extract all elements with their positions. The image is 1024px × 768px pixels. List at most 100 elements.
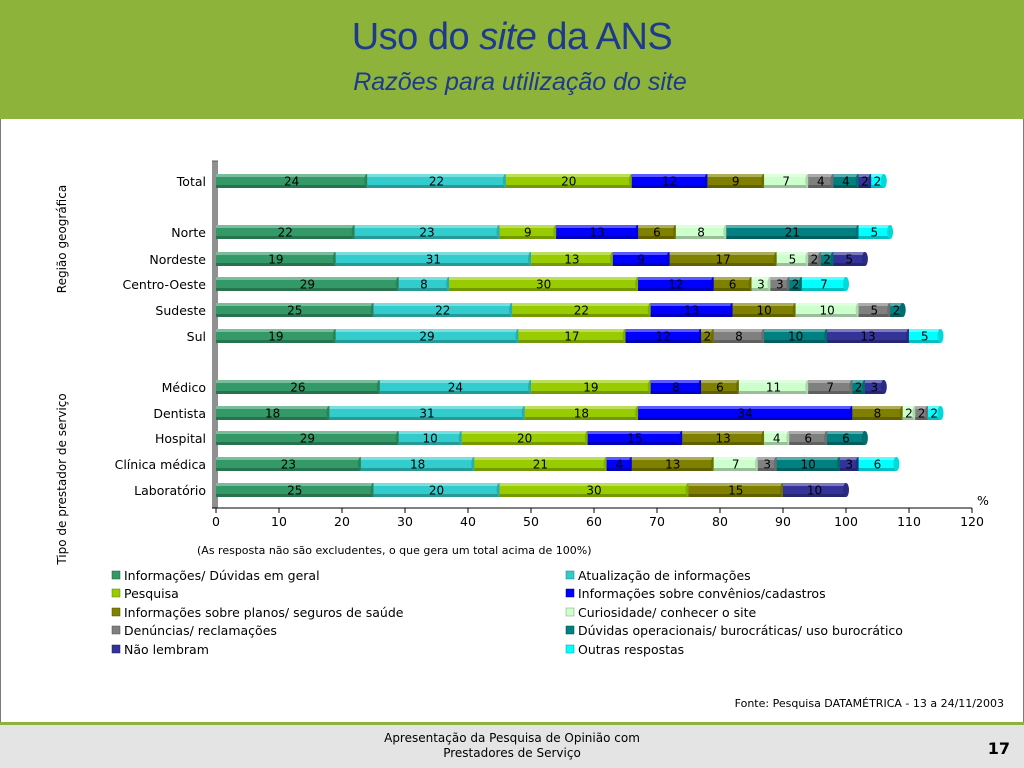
bar-segment-total-5: 9 [707, 174, 768, 189]
bar-segment-nordeste-3: 13 [531, 252, 616, 267]
x-tick-label: 110 [897, 514, 921, 529]
legend-label: Dúvidas operacionais/ burocráticas/ uso … [578, 623, 903, 638]
bar-highlight [335, 329, 519, 332]
bar-highlight [474, 457, 607, 460]
bar-shadow [216, 417, 330, 420]
bar-shadow [367, 185, 506, 188]
page-number: 17 [987, 739, 1010, 758]
bar-highlight [915, 406, 928, 409]
bar-highlight [518, 329, 626, 332]
bar-body [757, 457, 777, 471]
bar-segment-sul-8: 10 [764, 329, 831, 344]
bar-segment-sudeste-2: 22 [373, 303, 516, 318]
bar-shadow [707, 185, 765, 188]
data-label: 30 [536, 278, 551, 292]
category-label-medico: Médico [162, 380, 206, 395]
x-tick-label: 30 [397, 514, 413, 529]
bar-shadow [839, 468, 859, 471]
bar-shadow [801, 288, 846, 291]
bar-highlight [852, 380, 865, 383]
footer-line-1: Apresentação da Pesquisa de Opinião com [384, 731, 640, 745]
bar-segment-laboratorio-2: 20 [373, 483, 503, 498]
bar-body [216, 252, 336, 266]
bar-body [531, 252, 613, 266]
bar-highlight [707, 174, 765, 177]
bar-shadow [701, 340, 714, 343]
bar-highlight [713, 277, 752, 280]
bar-shadow [833, 263, 865, 266]
category-label-hospital: Hospital [155, 431, 206, 446]
x-tick-label: 10 [271, 514, 287, 529]
category-label-centro-oeste: Centro-Oeste [123, 277, 207, 292]
bar-segment-nordeste-1: 19 [216, 252, 339, 267]
bar-body [808, 252, 821, 266]
bar-shadow [915, 417, 928, 420]
category-label-sudeste: Sudeste [155, 303, 206, 318]
bar-highlight [909, 329, 941, 332]
bar-highlight [858, 174, 872, 177]
bar-shadow [556, 236, 639, 239]
bar-highlight [398, 277, 450, 280]
bar-highlight [927, 406, 941, 409]
bar-body [216, 457, 361, 471]
data-label: 18 [574, 407, 589, 421]
bar-highlight [713, 329, 765, 332]
bar-segment-hospital-3: 20 [461, 431, 591, 446]
bar-highlight [770, 277, 790, 280]
bar-segment-sudeste-6: 10 [795, 303, 862, 318]
bar-body [373, 303, 513, 317]
bar-segment-hospital-8: 6 [827, 431, 868, 446]
data-label: 21 [785, 226, 800, 240]
category-label-laboratorio: Laboratório [134, 483, 206, 498]
bar-highlight [556, 225, 639, 228]
bar-body [612, 252, 670, 266]
title-prefix: Uso do [351, 16, 480, 58]
bar-highlight [757, 457, 777, 460]
bar-segment-norte-4: 13 [556, 225, 642, 240]
bar-body [701, 380, 739, 394]
bar-body [625, 329, 702, 343]
bar-body [216, 174, 368, 188]
bar-segment-centro-oeste-2: 8 [398, 277, 453, 292]
bar-segment-hospital-4: 15 [587, 431, 686, 446]
bar-segment-nordeste-4: 9 [612, 252, 673, 267]
bar-shadow [764, 185, 809, 188]
data-label: 26 [290, 381, 305, 395]
bar-segment-nordeste-9: 5 [833, 252, 868, 267]
bar-highlight [216, 431, 399, 434]
bar-shadow [858, 314, 891, 317]
data-label: 13 [860, 330, 875, 344]
bar-body [379, 380, 531, 394]
bar-shadow [216, 340, 336, 343]
data-label: 9 [524, 226, 532, 240]
bar-body [354, 225, 500, 239]
category-label-nordeste: Nordeste [149, 252, 206, 267]
bar-shadow [827, 442, 865, 445]
legend-swatch [565, 625, 575, 635]
x-tick-label: 20 [334, 514, 350, 529]
bar-segment-medico-7: 7 [808, 380, 856, 395]
legend-item-2: Atualização de informações [565, 568, 751, 583]
bar-segment-clinica-medica-7: 3 [757, 457, 780, 472]
bar-segment-sul-9: 13 [827, 329, 912, 344]
bar-body [367, 174, 506, 188]
bar-shadow [518, 340, 626, 343]
bar-body [398, 431, 462, 445]
legend-swatch [111, 570, 121, 580]
data-label: 20 [429, 484, 444, 498]
legend-swatch [111, 607, 121, 617]
bar-shadow [650, 391, 702, 394]
x-tick-label: 0 [212, 514, 220, 529]
legend-item-6: Curiosidade/ conhecer o site [565, 605, 757, 620]
bar-shadow [858, 185, 872, 188]
legend-item-8: Dúvidas operacionais/ burocráticas/ uso … [565, 623, 903, 638]
data-label: 25 [287, 484, 302, 498]
bar-shadow [631, 468, 714, 471]
bar-highlight [335, 252, 531, 255]
bar-shadow [682, 442, 765, 445]
bar-body [858, 303, 891, 317]
legend-swatch [111, 644, 121, 654]
group-label-2: Tipo de prestador de serviço [55, 393, 69, 565]
bar-segment-clinica-medica-9: 3 [839, 457, 862, 472]
bar-highlight [587, 431, 683, 434]
